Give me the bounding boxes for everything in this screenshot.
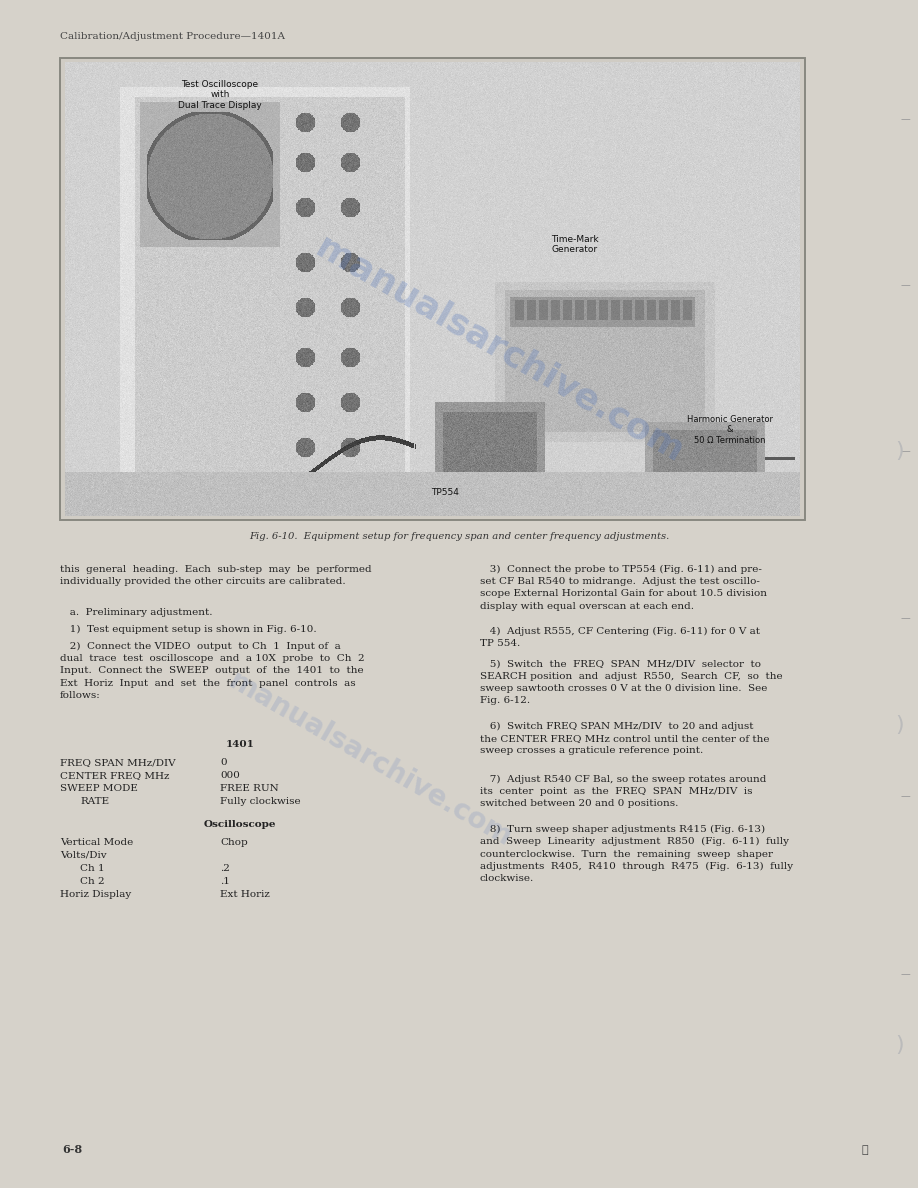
Text: 6-8: 6-8 [62, 1144, 82, 1155]
Text: FREQ SPAN MHz/DIV: FREQ SPAN MHz/DIV [60, 758, 175, 767]
Text: SWEEP MODE: SWEEP MODE [60, 784, 138, 794]
Text: —: — [901, 613, 910, 623]
Text: —: — [901, 969, 910, 979]
Text: —: — [901, 791, 910, 801]
Text: manualsarchive.com: manualsarchive.com [223, 668, 517, 853]
Bar [60, 58, 805, 520]
Text: Volts/Div: Volts/Div [60, 851, 106, 860]
Text: .1: .1 [220, 877, 230, 886]
Text: Ch 2: Ch 2 [80, 877, 105, 886]
Text: a.  Preliminary adjustment.: a. Preliminary adjustment. [60, 608, 212, 617]
Text: Fig. 6-10.  Equipment setup for frequency span and center frequency adjustments.: Fig. 6-10. Equipment setup for frequency… [249, 532, 669, 541]
Text: this  general  heading.  Each  sub-step  may  be  performed
individually provide: this general heading. Each sub-step may … [60, 565, 372, 586]
Text: 1401: 1401 [226, 740, 254, 748]
Text: 0: 0 [220, 758, 227, 767]
Text: —: — [901, 280, 910, 290]
Text: TP554: TP554 [431, 488, 459, 497]
Text: —: — [901, 447, 910, 456]
Text: Chop: Chop [220, 838, 248, 847]
Text: Test Oscilloscope
with
Dual Trace Display: Test Oscilloscope with Dual Trace Displa… [178, 80, 262, 109]
Text: Ⓐ: Ⓐ [861, 1145, 868, 1155]
Text: FREE RUN: FREE RUN [220, 784, 279, 794]
Text: Time-Mark
Generator: Time-Mark Generator [551, 235, 599, 254]
Text: Harmonic Generator
&
50 Ω Termination: Harmonic Generator & 50 Ω Termination [687, 415, 773, 444]
Text: 7)  Adjust R540 CF Bal, so the sweep rotates around
its  center  point  as  the : 7) Adjust R540 CF Bal, so the sweep rota… [480, 775, 767, 808]
Text: 4)  Adjust R555, CF Centering (Fig. 6-11) for 0 V at
TP 554.: 4) Adjust R555, CF Centering (Fig. 6-11)… [480, 627, 760, 649]
Text: RATE: RATE [80, 797, 109, 805]
Text: ): ) [896, 1036, 904, 1055]
Text: 5)  Switch  the  FREQ  SPAN  MHz/DIV  selector  to
SEARCH position  and  adjust : 5) Switch the FREQ SPAN MHz/DIV selector… [480, 661, 783, 706]
Text: Calibration/Adjustment Procedure—1401A: Calibration/Adjustment Procedure—1401A [60, 32, 285, 42]
Text: 2)  Connect the VIDEO  output  to Ch  1  Input of  a
dual  trace  test  oscillos: 2) Connect the VIDEO output to Ch 1 Inpu… [60, 642, 364, 700]
Text: 3)  Connect the probe to TP554 (Fig. 6-11) and pre-
set CF Bal R540 to midrange.: 3) Connect the probe to TP554 (Fig. 6-11… [480, 565, 767, 611]
Text: Horiz Display: Horiz Display [60, 890, 131, 899]
Text: Ext Horiz: Ext Horiz [220, 890, 270, 899]
Text: Oscilloscope: Oscilloscope [204, 820, 276, 829]
Text: Fully clockwise: Fully clockwise [220, 797, 300, 805]
Text: manualsarchive.com: manualsarchive.com [310, 230, 690, 469]
Text: ): ) [896, 715, 904, 734]
Text: ): ) [896, 442, 904, 461]
Text: 000: 000 [220, 771, 240, 781]
Bar [60, 58, 805, 520]
Text: .2: .2 [220, 864, 230, 873]
Text: 6)  Switch FREQ SPAN MHz/DIV  to 20 and adjust
the CENTER FREQ MHz control until: 6) Switch FREQ SPAN MHz/DIV to 20 and ad… [480, 722, 769, 756]
Text: 8)  Turn sweep shaper adjustments R415 (Fig. 6-13)
and  Sweep  Linearity  adjust: 8) Turn sweep shaper adjustments R415 (F… [480, 824, 793, 883]
Text: 1)  Test equipment setup is shown in Fig. 6-10.: 1) Test equipment setup is shown in Fig.… [60, 625, 317, 634]
Text: CENTER FREQ MHz: CENTER FREQ MHz [60, 771, 170, 781]
Text: Ch 1: Ch 1 [80, 864, 105, 873]
Text: —: — [901, 114, 910, 124]
Text: Vertical Mode: Vertical Mode [60, 838, 133, 847]
